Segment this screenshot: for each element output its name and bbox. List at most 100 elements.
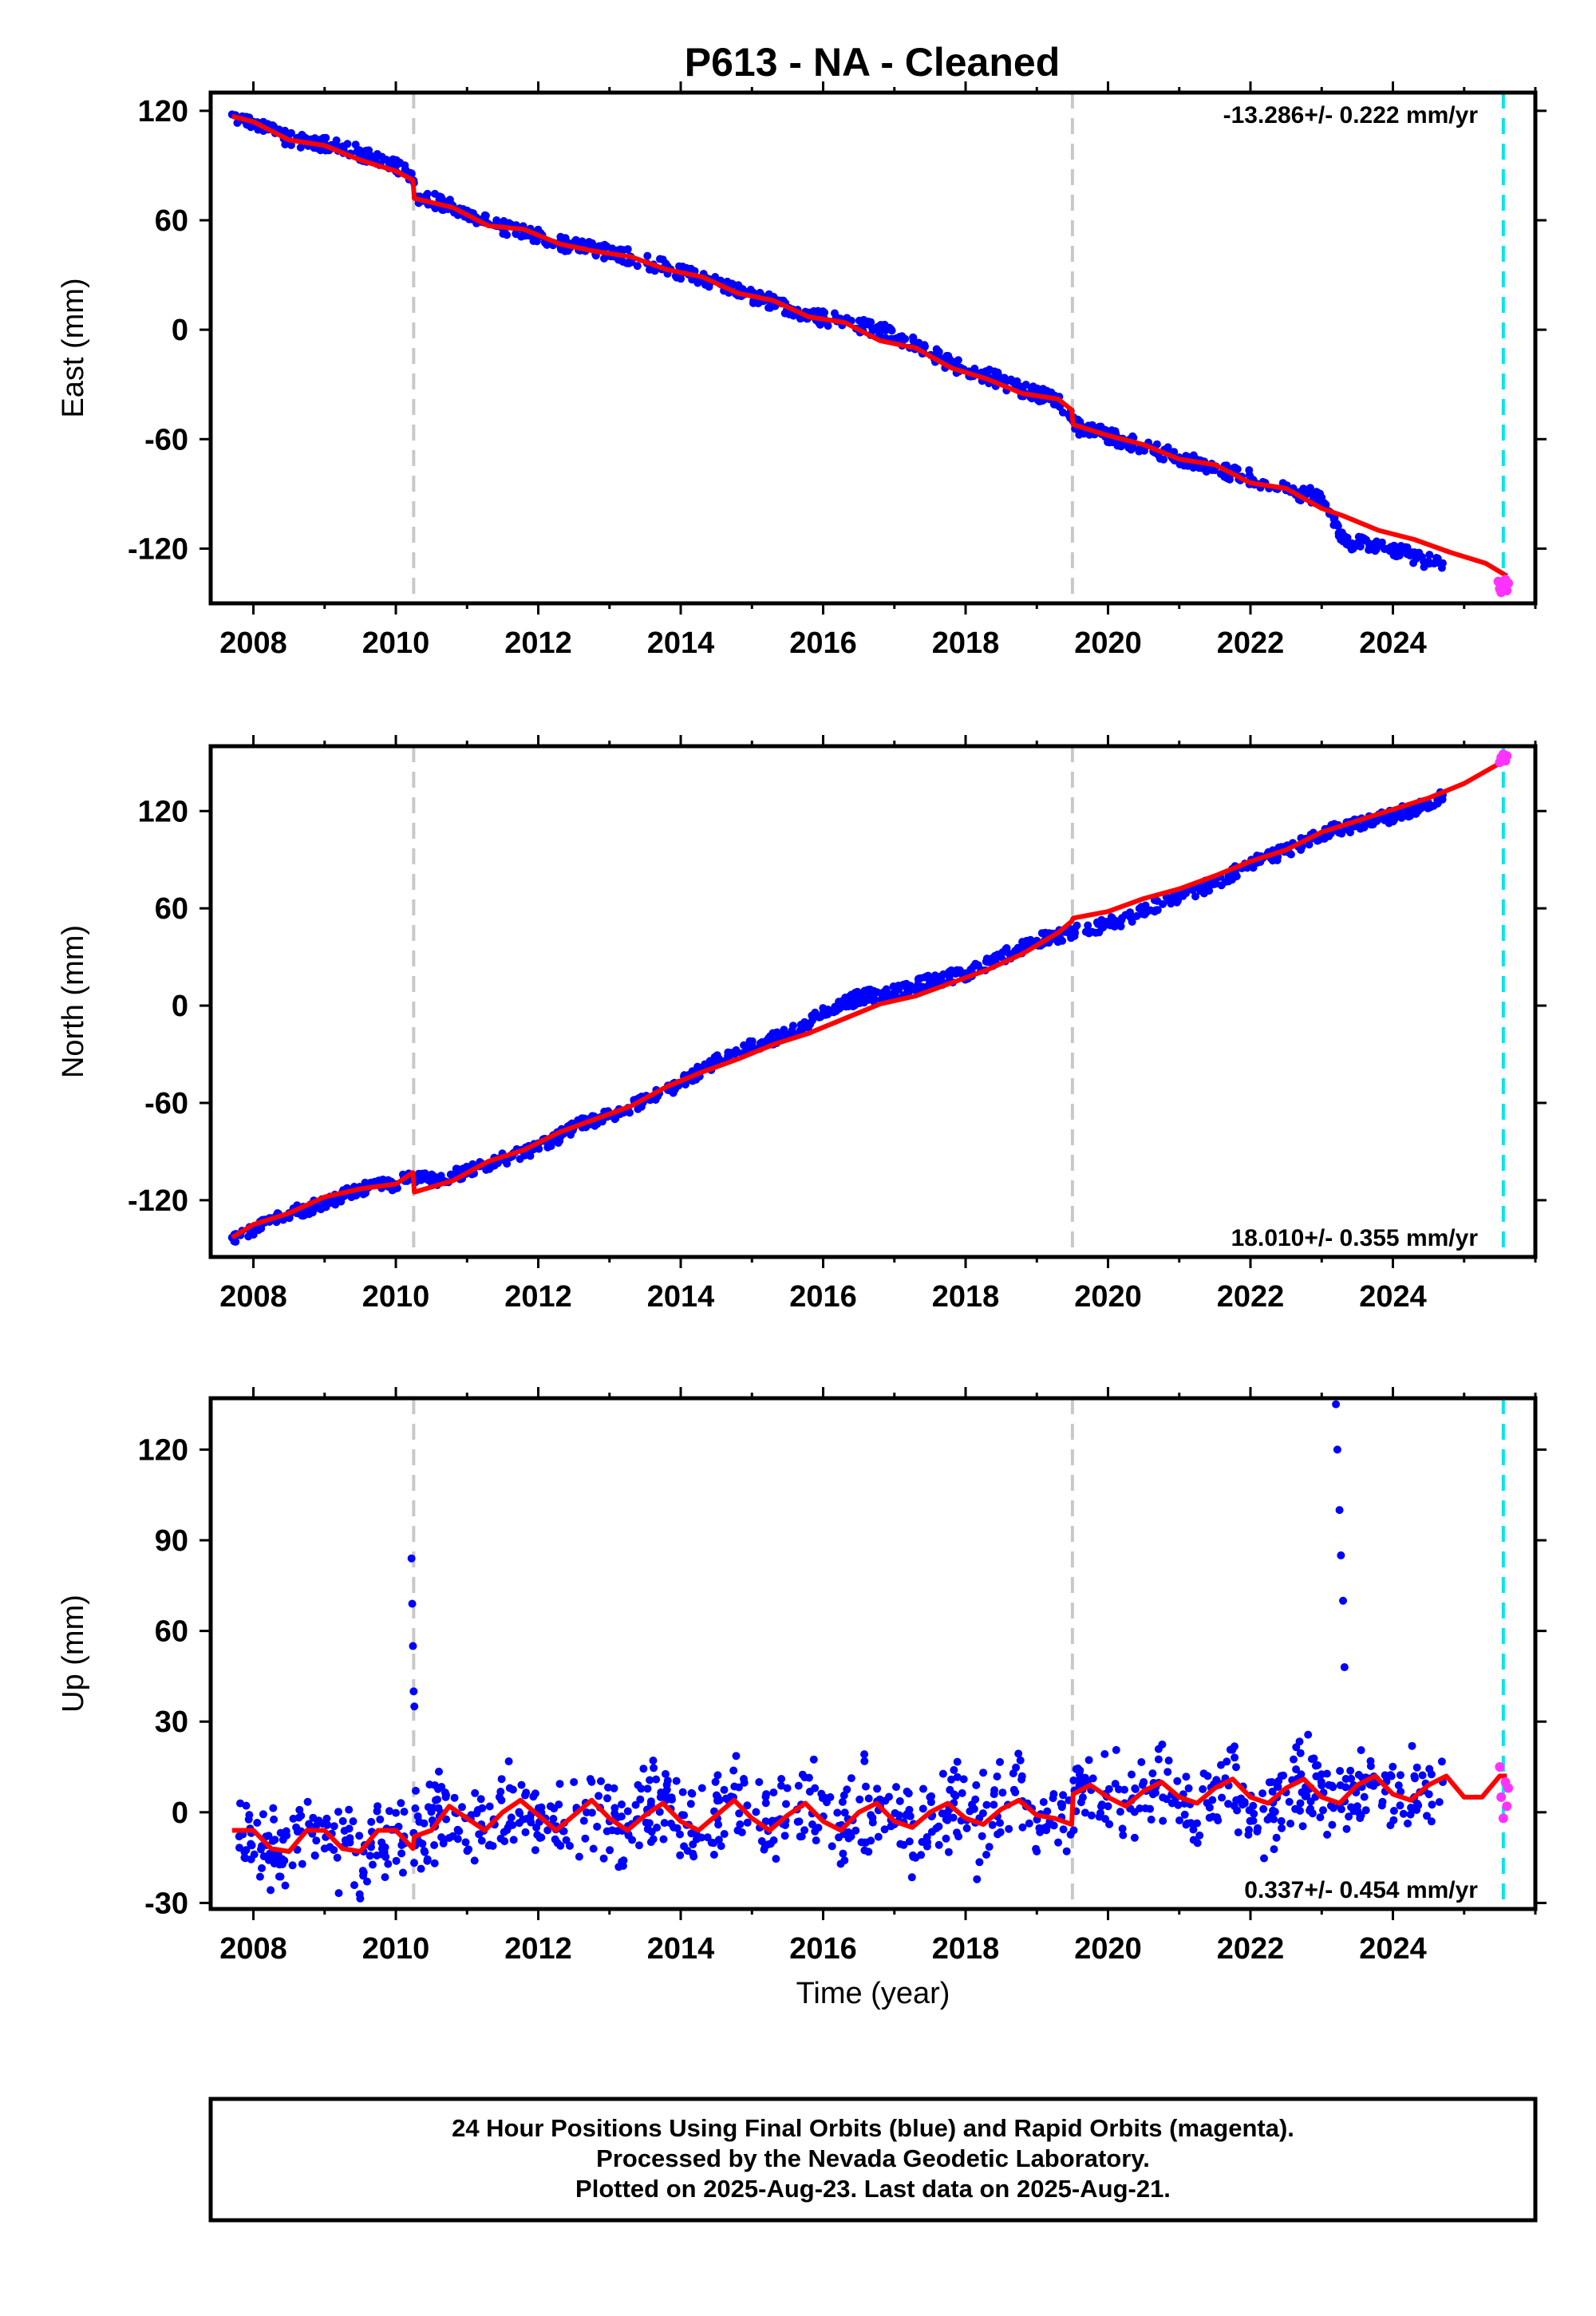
- final-orbit-point: [687, 1829, 696, 1838]
- final-orbit-point: [1148, 1769, 1157, 1778]
- final-orbit-point: [782, 1800, 790, 1808]
- final-orbit-point: [233, 119, 242, 127]
- final-orbit-point: [1119, 1831, 1128, 1840]
- final-orbit-point: [818, 1794, 827, 1803]
- final-orbit-point: [546, 1802, 555, 1811]
- final-orbit-point: [1140, 903, 1149, 911]
- final-orbit-point: [988, 1820, 997, 1829]
- final-orbit-point: [1272, 1833, 1281, 1842]
- final-orbit-point: [242, 1846, 251, 1855]
- final-orbit-point: [588, 241, 597, 249]
- final-orbit-point: [1306, 1804, 1315, 1813]
- final-orbit-point: [885, 1792, 893, 1801]
- final-orbit-point: [875, 328, 884, 337]
- final-orbit-point: [860, 1750, 869, 1759]
- final-orbit-point: [934, 1822, 943, 1831]
- final-orbit-point: [1193, 1839, 1202, 1848]
- final-orbit-point: [660, 1819, 669, 1828]
- final-orbit-point: [1097, 915, 1106, 924]
- final-orbit-point: [1299, 484, 1308, 493]
- final-orbit-point: [676, 1851, 685, 1860]
- final-orbit-point: [410, 1702, 419, 1711]
- final-orbit-point: [1224, 1800, 1233, 1808]
- y-tick-label: 60: [155, 1615, 188, 1649]
- final-orbit-point: [713, 1771, 722, 1780]
- final-orbit-point: [1396, 1801, 1404, 1810]
- final-orbit-point: [820, 308, 829, 317]
- final-orbit-point: [862, 1782, 870, 1791]
- final-orbit-point: [267, 1886, 275, 1895]
- final-orbit-point: [504, 1823, 512, 1832]
- final-orbit-point: [286, 128, 295, 137]
- final-orbit-point: [1404, 1819, 1412, 1828]
- x-tick-label: 2008: [219, 1280, 287, 1314]
- final-orbit-point: [1059, 1825, 1068, 1834]
- final-orbit-point: [1270, 1815, 1278, 1824]
- final-orbit-point: [938, 1809, 946, 1818]
- final-orbit-point: [1009, 1769, 1017, 1778]
- final-orbit-point: [752, 1808, 760, 1816]
- x-tick-label: 2020: [1074, 1280, 1142, 1314]
- final-orbit-point: [1356, 542, 1365, 551]
- final-orbit-point: [1049, 1790, 1058, 1798]
- final-orbit-point: [899, 1840, 908, 1849]
- final-orbit-point: [885, 323, 894, 332]
- final-orbit-point: [555, 1780, 564, 1788]
- final-orbit-point: [1136, 1804, 1144, 1812]
- final-orbit-point: [1116, 442, 1125, 451]
- final-orbit-point: [1311, 1761, 1320, 1770]
- final-orbit-point: [1329, 1783, 1337, 1792]
- final-orbit-point: [1069, 1776, 1078, 1784]
- final-orbit-point: [236, 1799, 244, 1808]
- final-orbit-point: [770, 1029, 779, 1037]
- x-tick-label: 2012: [504, 626, 572, 660]
- final-orbit-point: [497, 1775, 506, 1784]
- final-orbit-point: [743, 1818, 752, 1827]
- final-orbit-point: [1424, 1790, 1433, 1799]
- final-orbit-point: [472, 1809, 481, 1818]
- final-orbit-point: [1399, 1809, 1408, 1818]
- final-orbit-point: [1320, 499, 1329, 508]
- final-orbit-point: [361, 1178, 369, 1187]
- final-orbit-point: [656, 1792, 665, 1801]
- final-orbit-point: [618, 1862, 627, 1870]
- final-orbit-point: [1180, 1810, 1189, 1819]
- final-orbit-point: [1231, 463, 1239, 472]
- final-orbit-point: [777, 1775, 786, 1783]
- final-orbit-point: [970, 1804, 978, 1813]
- final-orbit-point: [843, 1785, 851, 1794]
- final-orbit-point: [1013, 377, 1021, 385]
- final-orbit-point: [373, 1807, 381, 1816]
- final-orbit-point: [1425, 1765, 1434, 1773]
- final-orbit-point: [1297, 846, 1306, 854]
- final-orbit-point: [755, 1778, 764, 1786]
- final-orbit-point: [808, 1820, 816, 1828]
- final-orbit-point: [1286, 1820, 1295, 1828]
- final-orbit-point: [556, 1841, 565, 1850]
- final-orbit-point: [485, 1802, 494, 1811]
- final-orbit-point: [1341, 1783, 1350, 1792]
- final-orbit-point: [855, 1795, 864, 1804]
- final-orbit-point: [975, 1858, 984, 1867]
- final-orbit-point: [270, 1815, 279, 1824]
- final-orbit-point: [323, 1820, 332, 1829]
- final-orbit-point: [800, 1826, 809, 1835]
- final-orbit-point: [903, 1787, 911, 1796]
- final-orbit-point: [334, 1889, 343, 1898]
- final-orbit-point: [1092, 928, 1100, 937]
- x-tick-label: 2012: [504, 1280, 572, 1314]
- final-orbit-point: [1278, 479, 1287, 488]
- final-orbit-point: [1154, 1745, 1163, 1753]
- final-orbit-point: [1408, 1741, 1416, 1750]
- final-orbit-point: [520, 1151, 529, 1160]
- final-orbit-point: [734, 1783, 743, 1792]
- final-orbit-point: [934, 1840, 943, 1849]
- final-orbit-point: [359, 1190, 368, 1199]
- final-orbit-point: [294, 1828, 302, 1836]
- footer-line-3: Plotted on 2025-Aug-23. Last data on 202…: [575, 2175, 1171, 2203]
- final-orbit-point: [382, 156, 391, 164]
- velocity-label: 18.010+/- 0.355 mm/yr: [1231, 1225, 1479, 1251]
- x-tick-label: 2014: [647, 1280, 715, 1314]
- final-orbit-point: [909, 337, 918, 346]
- final-orbit-point: [1174, 1800, 1183, 1809]
